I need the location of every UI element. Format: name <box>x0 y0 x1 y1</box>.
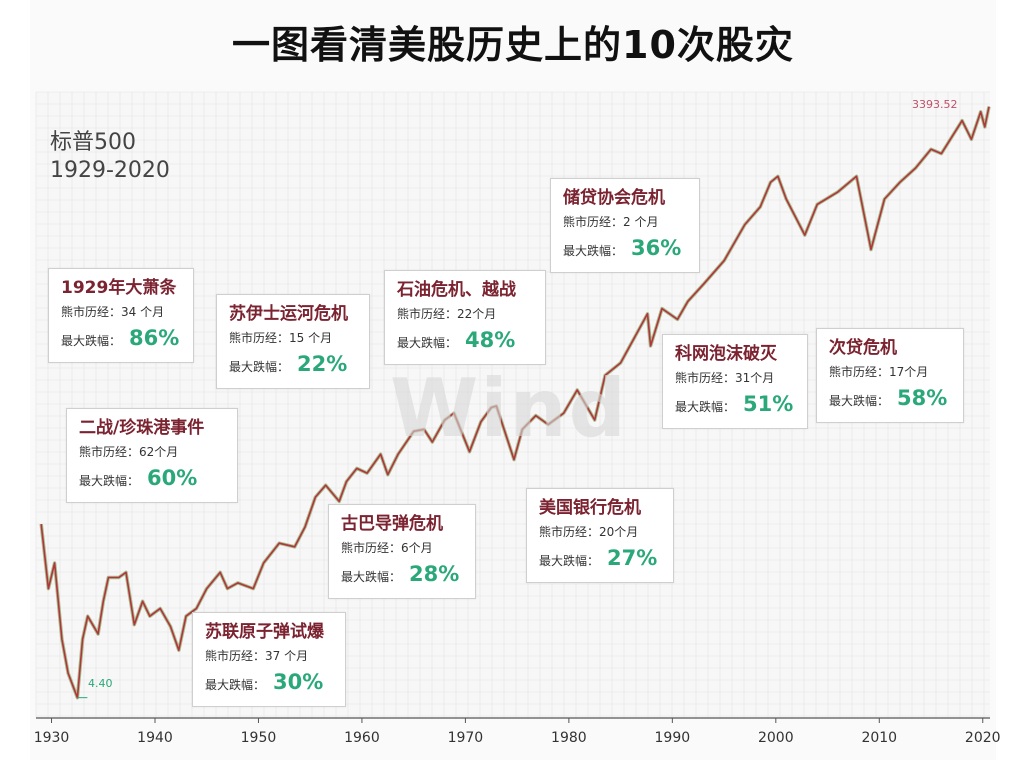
event-title: 储贷协会危机 <box>563 188 665 208</box>
event-box-great-depression: 1929年大萧条 熊市历经： 34 个月 最大跌幅： 86% <box>48 268 194 363</box>
event-duration: 22个月 <box>457 307 497 321</box>
drop-label: 最大跌幅： <box>829 394 890 408</box>
event-box-soviet-bomb: 苏联原子弹试爆 熊市历经： 37 个月 最大跌幅： 30% <box>192 612 346 707</box>
event-drop: 30% <box>273 670 324 694</box>
drop-label: 最大跌幅： <box>341 570 402 584</box>
bear-label: 熊市历经： <box>397 307 458 321</box>
event-title: 美国银行危机 <box>539 498 641 518</box>
bear-label: 熊市历经： <box>539 525 600 539</box>
event-duration: 6个月 <box>401 541 433 555</box>
drop-label: 最大跌幅： <box>397 336 458 350</box>
bear-label: 熊市历经： <box>829 365 890 379</box>
event-drop: 48% <box>465 328 516 352</box>
event-box-us-bank: 美国银行危机 熊市历经： 20个月 最大跌幅： 27% <box>526 488 674 583</box>
event-box-oil-crisis: 石油危机、越战 熊市历经： 22个月 最大跌幅： 48% <box>384 270 546 365</box>
drop-label: 最大跌幅： <box>539 554 600 568</box>
x-tick-label: 1930 <box>34 730 70 746</box>
event-duration: 62个月 <box>139 445 179 459</box>
event-drop: 28% <box>409 562 460 586</box>
bear-label: 熊市历经： <box>563 215 624 229</box>
x-tick-label: 1990 <box>655 730 691 746</box>
period-label: 1929-2020 <box>50 158 170 183</box>
bear-label: 熊市历经： <box>61 305 122 319</box>
bear-label: 熊市历经： <box>79 445 140 459</box>
x-tick-label: 1960 <box>344 730 380 746</box>
event-box-wwii: 二战/珍珠港事件 熊市历经： 62个月 最大跌幅： 60% <box>66 408 238 503</box>
event-title: 二战/珍珠港事件 <box>79 418 205 438</box>
watermark: Wind <box>390 362 628 455</box>
event-title: 古巴导弹危机 <box>341 514 443 534</box>
bear-label: 熊市历经： <box>341 541 402 555</box>
drop-label: 最大跌幅： <box>675 400 736 414</box>
event-title: 苏联原子弹试爆 <box>205 622 324 642</box>
event-duration: 17个月 <box>889 365 929 379</box>
event-box-suez: 苏伊士运河危机 熊市历经： 15 个月 最大跌幅： 22% <box>216 294 370 389</box>
event-duration: 34 个月 <box>121 305 165 319</box>
x-tick-label: 2010 <box>861 730 897 746</box>
x-tick-label: 1950 <box>241 730 277 746</box>
bear-label: 熊市历经： <box>205 649 266 663</box>
event-drop: 60% <box>147 466 198 490</box>
drop-label: 最大跌幅： <box>205 678 266 692</box>
event-duration: 2 个月 <box>623 215 659 229</box>
event-box-subprime: 次贷危机 熊市历经： 17个月 最大跌幅： 58% <box>816 328 964 423</box>
bear-label: 熊市历经： <box>675 371 736 385</box>
event-drop: 36% <box>631 236 682 260</box>
event-duration: 15 个月 <box>289 331 333 345</box>
event-title: 次贷危机 <box>829 338 897 358</box>
event-title: 科网泡沫破灭 <box>675 344 777 364</box>
event-duration: 37 个月 <box>265 649 309 663</box>
event-drop: 22% <box>297 352 348 376</box>
event-title: 石油危机、越战 <box>397 280 516 300</box>
event-title: 1929年大萧条 <box>61 278 177 298</box>
event-box-dotcom: 科网泡沫破灭 熊市历经： 31个月 最大跌幅： 51% <box>662 334 808 429</box>
event-box-cuban-missile: 古巴导弹危机 熊市历经： 6个月 最大跌幅： 28% <box>328 504 476 599</box>
drop-label: 最大跌幅： <box>79 474 140 488</box>
x-tick-label: 1970 <box>448 730 484 746</box>
event-duration: 20个月 <box>599 525 639 539</box>
x-tick-label: 1940 <box>137 730 173 746</box>
event-title: 苏伊士运河危机 <box>229 304 348 324</box>
event-duration: 31个月 <box>735 371 775 385</box>
event-drop: 51% <box>743 392 794 416</box>
event-box-savings-loan: 储贷协会危机 熊市历经： 2 个月 最大跌幅： 36% <box>550 178 700 273</box>
event-drop: 58% <box>897 386 948 410</box>
page-title: 一图看清美股历史上的10次股灾 <box>232 23 794 67</box>
drop-label: 最大跌幅： <box>563 244 624 258</box>
x-tick-label: 2020 <box>965 730 1001 746</box>
index-name: 标普500 <box>50 130 136 155</box>
event-drop: 86% <box>129 326 180 350</box>
x-tick-label: 1980 <box>551 730 587 746</box>
peak-value-label: 3393.52 <box>912 98 958 111</box>
x-tick-label: 2000 <box>758 730 794 746</box>
event-drop: 27% <box>607 546 658 570</box>
series-line <box>40 106 990 699</box>
drop-label: 最大跌幅： <box>229 360 290 374</box>
bear-label: 熊市历经： <box>229 331 290 345</box>
low-value-label: 4.40 <box>88 677 113 690</box>
drop-label: 最大跌幅： <box>61 334 122 348</box>
